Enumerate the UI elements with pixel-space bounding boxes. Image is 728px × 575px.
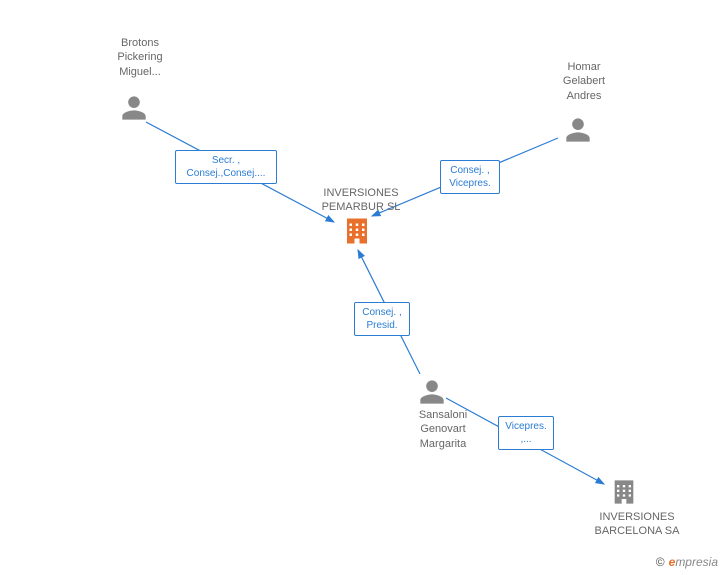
text: Homar — [567, 61, 600, 73]
text: Vicepres. — [505, 421, 547, 432]
brand-text: empresia — [669, 555, 718, 569]
edge-label-sansaloni-pemarbur: Consej. , Presid. — [354, 302, 410, 336]
text: Genovart — [420, 423, 465, 435]
text: Andres — [567, 90, 602, 102]
person-icon[interactable] — [120, 94, 148, 127]
copyright-icon: © — [656, 555, 665, 569]
text: ,... — [520, 434, 531, 445]
text: Consej.,Consej.... — [187, 168, 266, 179]
person-icon[interactable] — [418, 378, 446, 411]
text: Consej. , — [362, 307, 401, 318]
text: PEMARBUR SL — [322, 201, 401, 213]
text: Miguel... — [119, 66, 161, 78]
text: INVERSIONES — [323, 187, 398, 199]
building-icon[interactable] — [610, 478, 638, 511]
person-icon[interactable] — [564, 116, 592, 149]
text: Presid. — [366, 320, 397, 331]
node-label-barcelona: INVERSIONES BARCELONA SA — [572, 510, 702, 539]
edge-label-sansaloni-barcelona: Vicepres. ,... — [498, 416, 554, 450]
footer-brand: © empresia — [656, 555, 718, 569]
text: Consej. , — [450, 165, 489, 176]
node-label-brotons: Brotons Pickering Miguel... — [100, 36, 180, 79]
text: INVERSIONES — [599, 511, 674, 523]
text: Margarita — [420, 438, 466, 450]
edge-label-brotons-pemarbur: Secr. , Consej.,Consej.... — [175, 150, 277, 184]
text: Sansaloni — [419, 409, 467, 421]
text: Brotons — [121, 37, 159, 49]
node-label-sansaloni: Sansaloni Genovart Margarita — [398, 408, 488, 451]
text: Pickering — [117, 51, 162, 63]
text: Gelabert — [563, 75, 605, 87]
text: Vicepres. — [449, 178, 491, 189]
node-label-pemarbur: INVERSIONES PEMARBUR SL — [296, 186, 426, 215]
edge-label-homar-pemarbur: Consej. , Vicepres. — [440, 160, 500, 194]
building-icon[interactable] — [342, 216, 372, 251]
text: BARCELONA SA — [595, 525, 680, 537]
text: Secr. , — [212, 155, 240, 166]
node-label-homar: Homar Gelabert Andres — [544, 60, 624, 103]
